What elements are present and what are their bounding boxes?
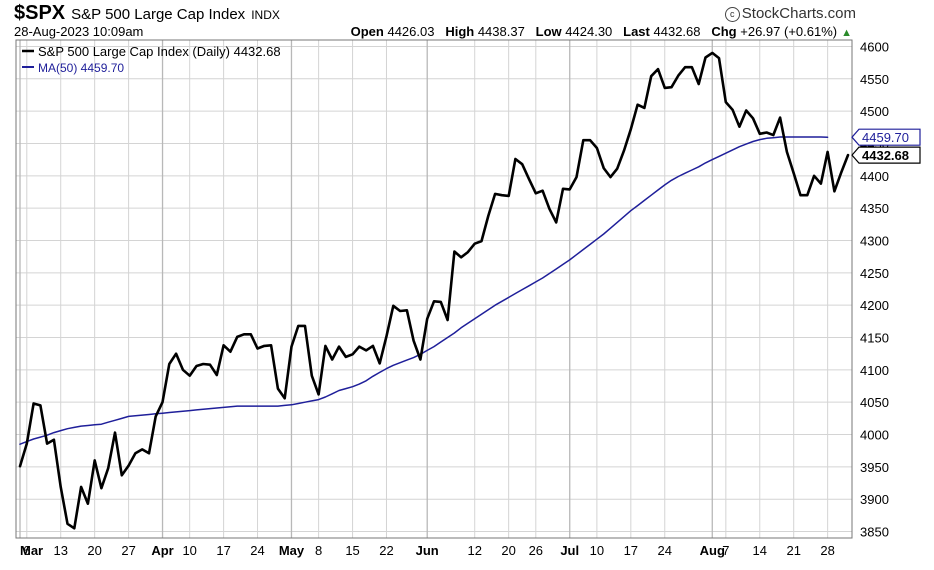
up-arrow-icon: ▲ [841,27,852,39]
chart-title: $SPX S&P 500 Large Cap Index INDX [14,2,280,24]
low-value: 4424.30 [565,24,613,39]
plot-frame [15,39,853,539]
x-tick-label: May [279,543,305,558]
price-last-label: 4432.68 [862,148,909,163]
last-value: 4432.68 [653,24,701,39]
x-tick-label: 13 [53,543,67,558]
ma-last-label-box [851,128,921,146]
gridlines [16,40,852,538]
ma50-line [19,136,829,445]
y-tick-label: 3950 [860,460,889,475]
high-label: High [445,24,475,39]
low-label: Low [535,24,562,39]
last-label: Last [623,24,650,39]
x-tick-label: 10 [182,543,196,558]
y-tick-label: 4400 [860,169,889,184]
quote-date: 28-Aug-2023 10:09am [14,24,144,39]
ma-last-label: 4459.70 [862,130,909,145]
x-tick-label: 20 [87,543,101,558]
x-tick-label: 12 [467,543,481,558]
ticker-symbol: $SPX [14,2,66,24]
y-tick-label: 3900 [860,492,889,507]
open-label: Open [350,24,384,39]
x-tick-label: 8 [315,543,322,558]
y-tick-label: 4550 [860,72,889,87]
y-tick-label: 4100 [860,363,889,378]
brand-watermark: c StockCharts.com [724,5,856,22]
x-tick-label: Jul [560,543,579,558]
y-tick-label: 4500 [860,104,889,119]
x-tick-label: 26 [529,543,543,558]
exchange-label: INDX [251,8,280,22]
y-tick-label: 4150 [860,331,889,346]
ohlc-values: Open 4426.03 High 4438.37 Low 4424.30 La… [351,24,852,39]
y-tick-label: 4050 [860,395,889,410]
x-tick-label: Mar [20,543,43,558]
open-value: 4426.03 [387,24,435,39]
x-tick-label: 15 [345,543,359,558]
plot-area [16,40,852,538]
x-tick-label: 6 [23,543,30,558]
x-tick-label: 14 [753,543,767,558]
x-tick-label: 24 [250,543,264,558]
legend: S&P 500 Large Cap Index (Daily) 4432.68 … [22,44,281,75]
index-name: S&P 500 Large Cap Index [71,6,246,23]
legend-price: S&P 500 Large Cap Index (Daily) 4432.68 [38,44,281,59]
x-tick-label: Apr [151,543,173,558]
y-axis: 3850 3900 3950 4000 4050 4100 4150 4200 4250 4300… [860,39,889,539]
x-tick-label: 17 [624,543,638,558]
x-tick-label: Jun [416,543,439,558]
last-value-labels: 4459.70 4432.68 [851,128,921,164]
series-layer [18,51,850,530]
legend-ma: MA(50) 4459.70 [38,61,124,75]
x-tick-label: 10 [590,543,604,558]
x-tick-label: Aug [700,543,725,558]
chg-label: Chg [711,24,737,39]
chg-value: +26.97 (+0.61%) [740,24,838,39]
x-tick-label: 24 [658,543,672,558]
y-tick-label: 4350 [860,201,889,216]
price-last-label-box [851,146,921,164]
quote-bar: 28-Aug-2023 10:09am Open 4426.03 High 44… [14,24,856,40]
x-tick-label: 17 [216,543,230,558]
y-tick-label: 4300 [860,233,889,248]
copyright-icon: c [724,7,740,22]
x-tick-label: 7 [722,543,729,558]
y-tick-label: 4250 [860,266,889,281]
price-line [18,51,850,530]
x-tick-label: 21 [786,543,800,558]
y-tick-label: 4600 [860,39,889,54]
high-value: 4438.37 [477,24,525,39]
y-tick-label: 3850 [860,525,889,540]
y-tick-label: 4000 [860,428,889,443]
x-tick-label: 22 [379,543,393,558]
x-tick-label: 20 [501,543,515,558]
brand-name: StockCharts.com [741,5,856,22]
x-tick-label: 27 [121,543,135,558]
y-tick-label: 4200 [860,298,889,313]
x-tick-label: 28 [820,543,834,558]
